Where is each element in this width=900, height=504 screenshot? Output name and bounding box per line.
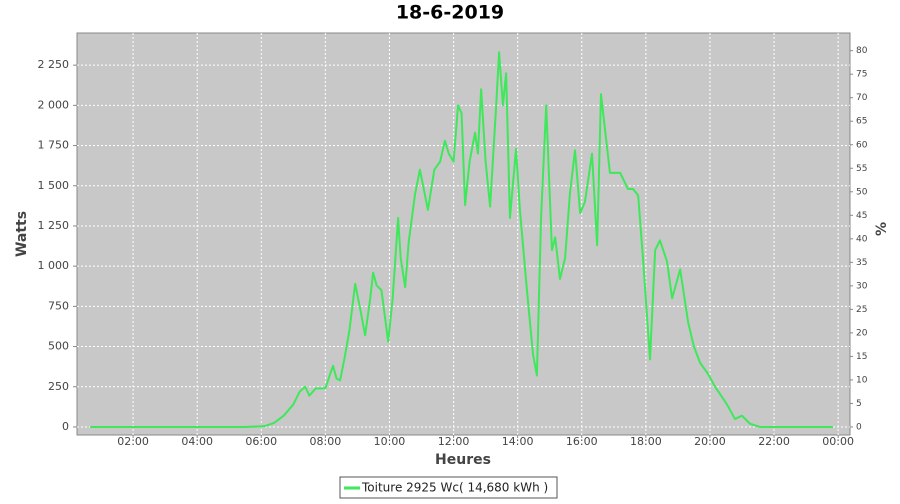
y2-tick-label: 5 <box>856 399 862 409</box>
y-tick-label: 1 500 <box>38 179 70 192</box>
y2-tick-label: 55 <box>856 164 867 174</box>
legend <box>339 476 558 499</box>
y2-tick-label: 80 <box>856 46 868 56</box>
y-tick-label: 1 750 <box>38 139 70 152</box>
y-tick-label: 1 000 <box>38 259 70 272</box>
x-tick-label: 04:00 <box>181 435 213 448</box>
legend-label: Toiture 2925 Wc( 14,680 kWh ) <box>361 481 548 495</box>
y-tick-label: 750 <box>48 299 69 312</box>
y-tick-label: 1 250 <box>38 219 70 232</box>
x-tick-label: 12:00 <box>438 435 470 448</box>
y2-tick-label: 65 <box>856 117 867 127</box>
x-tick-label: 00:00 <box>822 435 854 448</box>
y2-tick-label: 75 <box>856 70 867 80</box>
y2-tick-label: 60 <box>856 140 868 150</box>
y-tick-label: 250 <box>48 380 69 393</box>
y2-tick-label: 15 <box>856 352 867 362</box>
y2-tick-label: 35 <box>856 258 867 268</box>
y-axis-label: Watts <box>14 211 30 257</box>
y2-tick-label: 20 <box>856 328 868 338</box>
x-tick-label: 22:00 <box>758 435 790 448</box>
chart-title: 18-6-2019 <box>396 2 504 24</box>
y-tick-label: 2 000 <box>38 98 70 111</box>
x-axis-label: Heures <box>435 452 491 468</box>
y-tick-label: 0 <box>62 420 69 433</box>
x-tick-label: 08:00 <box>310 435 342 448</box>
y2-tick-label: 70 <box>856 93 868 103</box>
series-line <box>90 51 834 428</box>
x-tick-label: 16:00 <box>566 435 598 448</box>
y2-tick-label: 45 <box>856 211 867 221</box>
y2-tick-label: 0 <box>856 422 862 432</box>
x-tick-label: 20:00 <box>694 435 726 448</box>
y2-tick-label: 50 <box>856 187 868 197</box>
y2-tick-label: 40 <box>856 234 868 244</box>
x-tick-label: 14:00 <box>502 435 534 448</box>
y2-tick-label: 30 <box>856 281 868 291</box>
x-tick-label: 06:00 <box>245 435 277 448</box>
x-tick-label: 02:00 <box>117 435 149 448</box>
y-tick-label: 500 <box>48 340 69 353</box>
y2-axis-label: % <box>874 222 890 236</box>
y2-tick-label: 25 <box>856 305 867 315</box>
y-tick-label: 2 250 <box>38 58 70 71</box>
y2-tick-label: 10 <box>856 375 868 385</box>
x-tick-label: 18:00 <box>630 435 662 448</box>
plot-area <box>76 32 851 436</box>
x-tick-label: 10:00 <box>374 435 406 448</box>
